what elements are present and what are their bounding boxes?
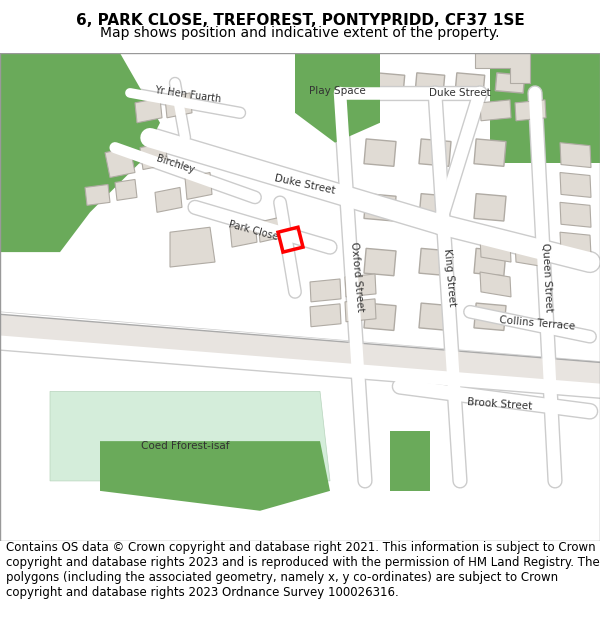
Bar	[375, 73, 405, 93]
Bar	[474, 194, 506, 221]
Text: Yr Hen Fuarth: Yr Hen Fuarth	[154, 85, 222, 104]
Polygon shape	[85, 184, 110, 206]
Bar	[419, 303, 451, 331]
Polygon shape	[155, 188, 182, 213]
Polygon shape	[135, 98, 162, 122]
Polygon shape	[165, 93, 192, 118]
Text: Queen Street: Queen Street	[540, 242, 554, 312]
Polygon shape	[480, 237, 511, 262]
Polygon shape	[480, 100, 511, 121]
Polygon shape	[170, 228, 215, 267]
Polygon shape	[0, 317, 600, 389]
Polygon shape	[310, 304, 341, 327]
Bar	[364, 139, 396, 166]
Text: Oxford Street: Oxford Street	[349, 241, 365, 312]
Polygon shape	[515, 100, 546, 121]
Text: Birchley: Birchley	[155, 154, 195, 176]
Polygon shape	[515, 242, 546, 267]
Text: Map shows position and indicative extent of the property.: Map shows position and indicative extent…	[100, 26, 500, 40]
Bar	[415, 73, 445, 93]
Polygon shape	[295, 53, 380, 143]
Polygon shape	[390, 431, 430, 491]
Polygon shape	[230, 222, 257, 247]
Bar	[419, 194, 451, 221]
Polygon shape	[185, 173, 212, 199]
Text: Collins Terrace: Collins Terrace	[499, 316, 575, 332]
Polygon shape	[490, 53, 600, 162]
Polygon shape	[560, 142, 591, 168]
Bar	[474, 248, 506, 276]
Bar	[364, 248, 396, 276]
Text: Contains OS data © Crown copyright and database right 2021. This information is : Contains OS data © Crown copyright and d…	[6, 541, 600, 599]
Bar	[455, 73, 485, 93]
Polygon shape	[480, 272, 511, 297]
Bar	[419, 248, 451, 276]
Polygon shape	[345, 299, 376, 322]
Text: King Street: King Street	[442, 248, 458, 306]
Text: Duke Street: Duke Street	[429, 88, 491, 98]
Text: Park Close: Park Close	[227, 219, 279, 242]
Polygon shape	[310, 279, 341, 302]
Text: Duke Street: Duke Street	[274, 173, 336, 196]
Text: Coed Fforest-isaf: Coed Fforest-isaf	[141, 441, 229, 451]
Polygon shape	[50, 391, 330, 481]
Polygon shape	[100, 441, 330, 511]
Text: Brook Street: Brook Street	[467, 397, 533, 412]
Polygon shape	[105, 148, 135, 178]
Polygon shape	[0, 312, 600, 379]
Polygon shape	[345, 274, 376, 297]
Polygon shape	[115, 179, 137, 201]
Polygon shape	[0, 53, 160, 252]
Text: 6, PARK CLOSE, TREFOREST, PONTYPRIDD, CF37 1SE: 6, PARK CLOSE, TREFOREST, PONTYPRIDD, CF…	[76, 13, 524, 28]
Text: Play Space: Play Space	[308, 86, 365, 96]
Bar	[474, 303, 506, 331]
Polygon shape	[475, 53, 530, 83]
Polygon shape	[560, 202, 591, 228]
Bar	[419, 139, 451, 166]
Bar	[474, 139, 506, 166]
Bar	[495, 73, 525, 93]
Polygon shape	[140, 142, 168, 169]
Bar	[364, 194, 396, 221]
Polygon shape	[560, 232, 591, 255]
Polygon shape	[258, 217, 282, 242]
Bar	[364, 303, 396, 331]
Polygon shape	[560, 173, 591, 198]
